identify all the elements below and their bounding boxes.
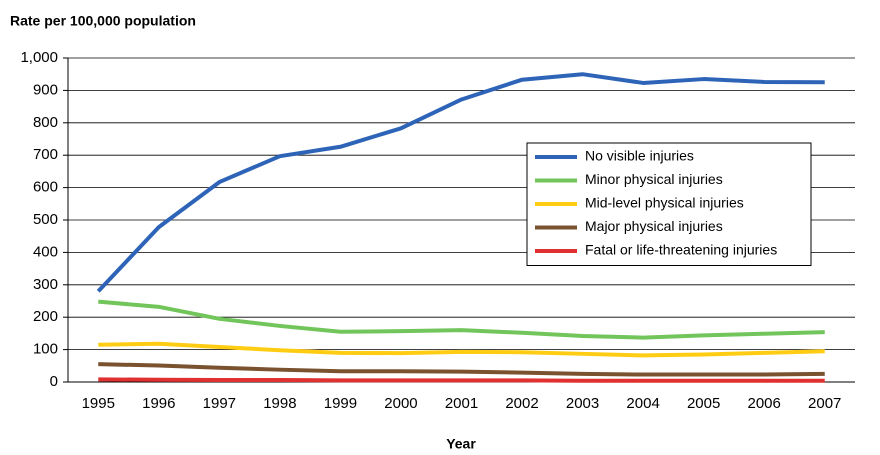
series-line: [96, 72, 825, 293]
legend-label: Major physical injuries: [585, 218, 723, 234]
series-line: [98, 377, 825, 383]
legend-label: No visible injuries: [585, 148, 694, 164]
y-tick-label: 400: [33, 243, 58, 260]
x-tick-label: 1997: [203, 395, 236, 412]
x-tick-label: 2000: [384, 395, 417, 412]
legend-label: Fatal or life-threatening injuries: [585, 242, 777, 258]
y-tick-label: 900: [33, 81, 58, 98]
x-tick-label: 2007: [808, 395, 841, 412]
series-line: [98, 362, 825, 377]
x-tick-label: 2003: [566, 395, 599, 412]
x-tick-label: 2006: [748, 395, 781, 412]
x-tick-label: 1999: [324, 395, 357, 412]
y-tick-label: 200: [33, 308, 58, 325]
y-tick-label: 1,000: [20, 49, 58, 66]
y-tick-label: 600: [33, 179, 58, 196]
y-tick-label: 100: [33, 341, 58, 358]
x-tick-label: 2001: [445, 395, 478, 412]
y-tick-label: 500: [33, 211, 58, 228]
y-tick-label: 800: [33, 114, 58, 131]
x-tick-label: 1995: [82, 395, 115, 412]
y-tick-label: 0: [50, 373, 58, 390]
y-tick-label: 300: [33, 276, 58, 293]
x-tick-label: 2005: [687, 395, 720, 412]
x-tick-label: 1996: [142, 395, 175, 412]
y-tick-label: 700: [33, 146, 58, 163]
series-line: [98, 341, 825, 358]
chart-title: Rate per 100,000 population: [10, 13, 196, 29]
x-tick-label: 2002: [505, 395, 538, 412]
legend-label: Mid-level physical injuries: [585, 195, 744, 211]
legend-label: Minor physical injuries: [585, 171, 723, 187]
x-axis-label: Year: [446, 436, 476, 452]
series-line: [98, 299, 825, 340]
x-tick-label: 1998: [263, 395, 296, 412]
x-tick-label: 2004: [626, 395, 659, 412]
